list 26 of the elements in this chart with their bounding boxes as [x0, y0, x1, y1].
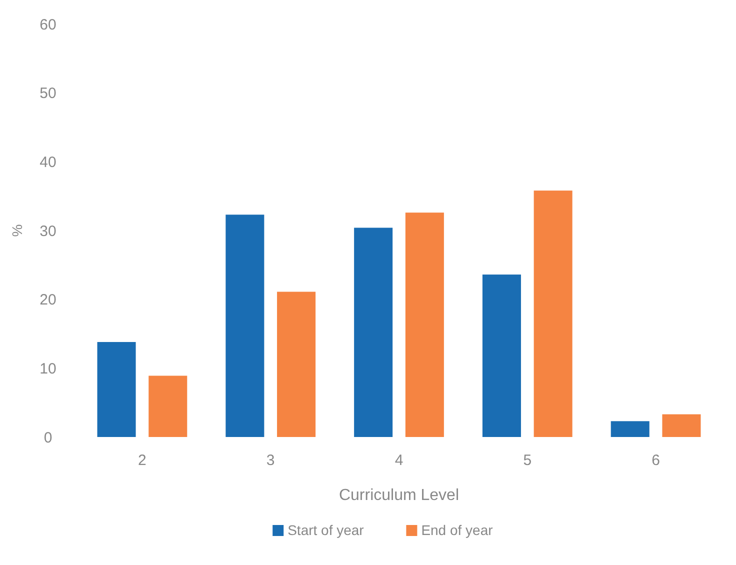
bar — [148, 376, 188, 437]
legend-label: End of year — [421, 522, 494, 538]
legend-label: Start of year — [288, 522, 364, 538]
bar — [97, 342, 136, 437]
x-tick-label: 3 — [266, 452, 275, 469]
y-tick-label: 30 — [40, 222, 56, 240]
bar — [226, 214, 264, 437]
bar — [662, 414, 701, 437]
bar — [277, 292, 316, 437]
y-tick-label: 40 — [40, 154, 56, 171]
y-axis-title: % — [9, 224, 25, 237]
bar — [482, 274, 521, 437]
x-tick-label: 6 — [652, 452, 660, 469]
bar — [405, 212, 444, 437]
y-tick-label: 0 — [44, 429, 52, 446]
x-axis-title: Curriculum Level — [338, 487, 460, 504]
bar — [534, 190, 572, 437]
x-tick-label: 2 — [138, 452, 146, 469]
x-tick-label: 4 — [394, 452, 404, 469]
y-tick-label: 20 — [40, 292, 56, 309]
y-tick-label: 10 — [40, 360, 56, 378]
y-tick-label: 50 — [40, 85, 56, 102]
bar — [610, 421, 650, 437]
x-tick-label: 5 — [523, 452, 532, 469]
bar — [354, 228, 393, 437]
y-tick-label: 60 — [40, 16, 56, 34]
